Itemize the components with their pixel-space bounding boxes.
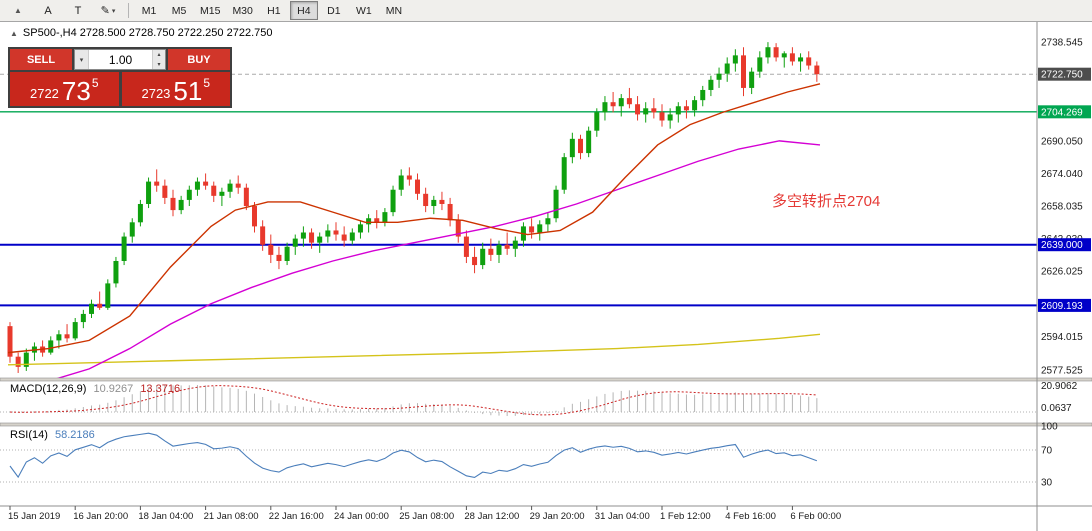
trend-annotation: 多空转折点2704 xyxy=(772,193,881,210)
svg-text:2594.015: 2594.015 xyxy=(1041,332,1083,343)
one-click-trading-panel: SELL ▾ 1.00 ▴ ▾ BUY 2722 73 5 xyxy=(8,47,232,108)
rsi-name: RSI(14) xyxy=(10,429,48,441)
annotation-tool-button[interactable]: A xyxy=(44,4,52,17)
svg-text:1 Feb 12:00: 1 Feb 12:00 xyxy=(660,511,711,522)
svg-text:6 Feb 00:00: 6 Feb 00:00 xyxy=(790,511,841,522)
svg-text:70: 70 xyxy=(1041,446,1053,457)
timeframe-m1-button[interactable]: M1 xyxy=(141,4,157,17)
svg-text:16 Jan 20:00: 16 Jan 20:00 xyxy=(73,511,128,522)
svg-text:31 Jan 04:00: 31 Jan 04:00 xyxy=(595,511,650,522)
svg-text:2674.040: 2674.040 xyxy=(1041,169,1083,180)
volume-control[interactable]: ▾ 1.00 ▴ ▾ xyxy=(74,49,166,70)
svg-text:2658.035: 2658.035 xyxy=(1041,201,1083,212)
pointer-tool-icon: ▲ xyxy=(14,6,22,15)
ask-pip-digits: 51 xyxy=(173,76,203,107)
svg-text:29 Jan 20:00: 29 Jan 20:00 xyxy=(530,511,585,522)
top-toolbar: ▲ A T ✎ ▾ M1 M5 M15 M30 H1 H4 D1 W1 MN xyxy=(0,0,1092,22)
svg-text:20.9062: 20.9062 xyxy=(1041,381,1078,392)
pointer-tool-button[interactable]: ▲ xyxy=(4,1,32,20)
svg-text:100: 100 xyxy=(1041,422,1058,433)
timeframe-m5-button[interactable]: M5 xyxy=(171,4,187,17)
ask-frac-digit: 5 xyxy=(203,76,211,90)
timeframe-m30-button[interactable]: M30 xyxy=(232,4,253,17)
bid-main-digits: 2722 xyxy=(29,86,59,101)
macd-indicator-label: MACD(12,26,9) 10.9267 13.3716 xyxy=(10,383,180,395)
chevron-down-icon: ▾ xyxy=(111,7,116,15)
oct-collapse-icon[interactable]: ▲ xyxy=(10,28,18,38)
volume-dropdown-icon[interactable]: ▾ xyxy=(75,50,89,69)
bid-pip-digits: 73 xyxy=(61,76,91,107)
ask-price-button[interactable]: 2723 51 5 xyxy=(121,72,230,107)
timeframe-w1-button[interactable]: W1 xyxy=(356,4,372,17)
svg-text:18 Jan 04:00: 18 Jan 04:00 xyxy=(138,511,193,522)
toolbar-separator xyxy=(128,3,129,18)
text-tool-button[interactable]: T xyxy=(74,4,82,17)
svg-text:30: 30 xyxy=(1041,478,1053,489)
ask-main-digits: 2723 xyxy=(141,86,171,101)
svg-text:2626.025: 2626.025 xyxy=(1041,267,1083,278)
macd-signal-value: 13.3716 xyxy=(140,383,181,395)
macd-main-value: 10.9267 xyxy=(93,383,134,395)
symbol-ohlc-text: SP500-,H4 2728.500 2728.750 2722.250 272… xyxy=(22,27,273,39)
rsi-value: 58.2186 xyxy=(54,429,95,441)
timeframe-h4-button[interactable]: H4 xyxy=(289,1,318,20)
rsi-indicator-label: RSI(14) 58.2186 xyxy=(10,429,95,441)
svg-text:2639.000: 2639.000 xyxy=(1041,240,1083,251)
bid-frac-digit: 5 xyxy=(91,76,99,90)
volume-step-down-icon[interactable]: ▾ xyxy=(153,59,165,69)
pencil-icon: ✎ xyxy=(100,5,110,17)
svg-text:2690.050: 2690.050 xyxy=(1041,136,1083,147)
svg-text:2577.525: 2577.525 xyxy=(1041,365,1083,376)
svg-text:2609.193: 2609.193 xyxy=(1041,301,1083,312)
svg-text:24 Jan 00:00: 24 Jan 00:00 xyxy=(334,511,389,522)
timeframe-mn-button[interactable]: MN xyxy=(385,4,403,17)
svg-text:2722.750: 2722.750 xyxy=(1041,70,1083,81)
svg-text:28 Jan 12:00: 28 Jan 12:00 xyxy=(464,511,519,522)
sell-button[interactable]: SELL xyxy=(10,49,72,70)
svg-text:22 Jan 16:00: 22 Jan 16:00 xyxy=(269,511,324,522)
symbol-info: ▲ SP500-,H4 2728.500 2728.750 2722.250 2… xyxy=(10,27,272,39)
draw-tool-button[interactable]: ✎ ▾ xyxy=(94,1,122,20)
svg-text:25 Jan 08:00: 25 Jan 08:00 xyxy=(399,511,454,522)
timeframe-h1-button[interactable]: H1 xyxy=(267,4,281,17)
svg-text:15 Jan 2019: 15 Jan 2019 xyxy=(8,511,60,522)
timeframe-m15-button[interactable]: M15 xyxy=(200,4,221,17)
buy-button[interactable]: BUY xyxy=(168,49,230,70)
bid-price-button[interactable]: 2722 73 5 xyxy=(10,72,119,106)
svg-text:21 Jan 08:00: 21 Jan 08:00 xyxy=(204,511,259,522)
svg-text:4 Feb 16:00: 4 Feb 16:00 xyxy=(725,511,776,522)
svg-text:2738.545: 2738.545 xyxy=(1041,38,1083,49)
chart-area: 2738.5452690.0502674.0402658.0352642.030… xyxy=(0,22,1092,531)
svg-text:2704.269: 2704.269 xyxy=(1041,107,1083,118)
svg-text:0.0637: 0.0637 xyxy=(1041,403,1072,414)
macd-name: MACD(12,26,9) xyxy=(10,383,87,395)
volume-steppers[interactable]: ▴ ▾ xyxy=(152,50,165,69)
volume-step-up-icon[interactable]: ▴ xyxy=(153,50,165,60)
timeframe-d1-button[interactable]: D1 xyxy=(327,4,341,17)
volume-input[interactable]: 1.00 xyxy=(108,52,133,67)
